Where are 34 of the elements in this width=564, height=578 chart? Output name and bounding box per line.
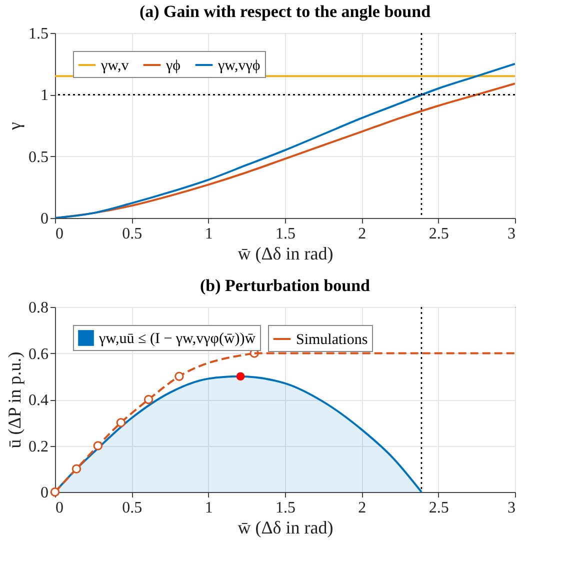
chart-title: (a) Gain with respect to the angle bound: [139, 2, 432, 21]
y-tick-label: 0.4: [28, 392, 48, 409]
x-tick-label: 1: [204, 500, 213, 516]
x-tick-label: 1: [204, 226, 213, 242]
x-tick-label: 2.5: [428, 226, 449, 242]
y-tick-label: 0: [40, 210, 48, 228]
x-tick-label: 2.5: [428, 500, 449, 516]
y-tick-label: 1.5: [28, 26, 48, 42]
legend-label: γw,uū ≤ (I − γw,vγφ(w̄))w̄: [98, 331, 256, 347]
y-axis-title: ū (ΔP in p.u.): [4, 352, 24, 448]
y-axis-title: γ: [4, 122, 24, 131]
x-tick-label: 1.5: [276, 500, 296, 516]
x-tick-label: 1.5: [276, 226, 296, 242]
x-tick-label: 2: [358, 226, 366, 242]
y-tick-label: 1: [40, 87, 48, 104]
x-tick-label: 0.5: [122, 500, 142, 516]
x-axis-title: w̄ (Δδ in rad): [238, 518, 334, 538]
legend-label: γϕ: [165, 58, 181, 74]
chart-title: (b) Perturbation bound: [200, 276, 371, 295]
y-tick-label: 0.8: [28, 300, 48, 316]
y-tick-label: 0: [40, 484, 48, 502]
x-tick-label: 2: [358, 500, 366, 516]
legend-label: γw,v: [100, 58, 130, 74]
y-tick-label: 0.6: [28, 346, 48, 363]
x-tick-label: 3: [508, 226, 516, 242]
y-tick-label: 0.2: [28, 438, 48, 456]
y-tick-label: 0.5: [28, 148, 48, 166]
x-tick-label: 0.5: [122, 226, 142, 242]
x-tick-label: 3: [508, 500, 516, 516]
x-tick-label: 0: [56, 226, 64, 242]
x-axis-title: w̄ (Δδ in rad): [238, 244, 334, 264]
legend-label: γw,vγϕ: [217, 58, 260, 74]
x-tick-label: 0: [56, 500, 64, 516]
legend-label: Simulations: [296, 332, 368, 348]
